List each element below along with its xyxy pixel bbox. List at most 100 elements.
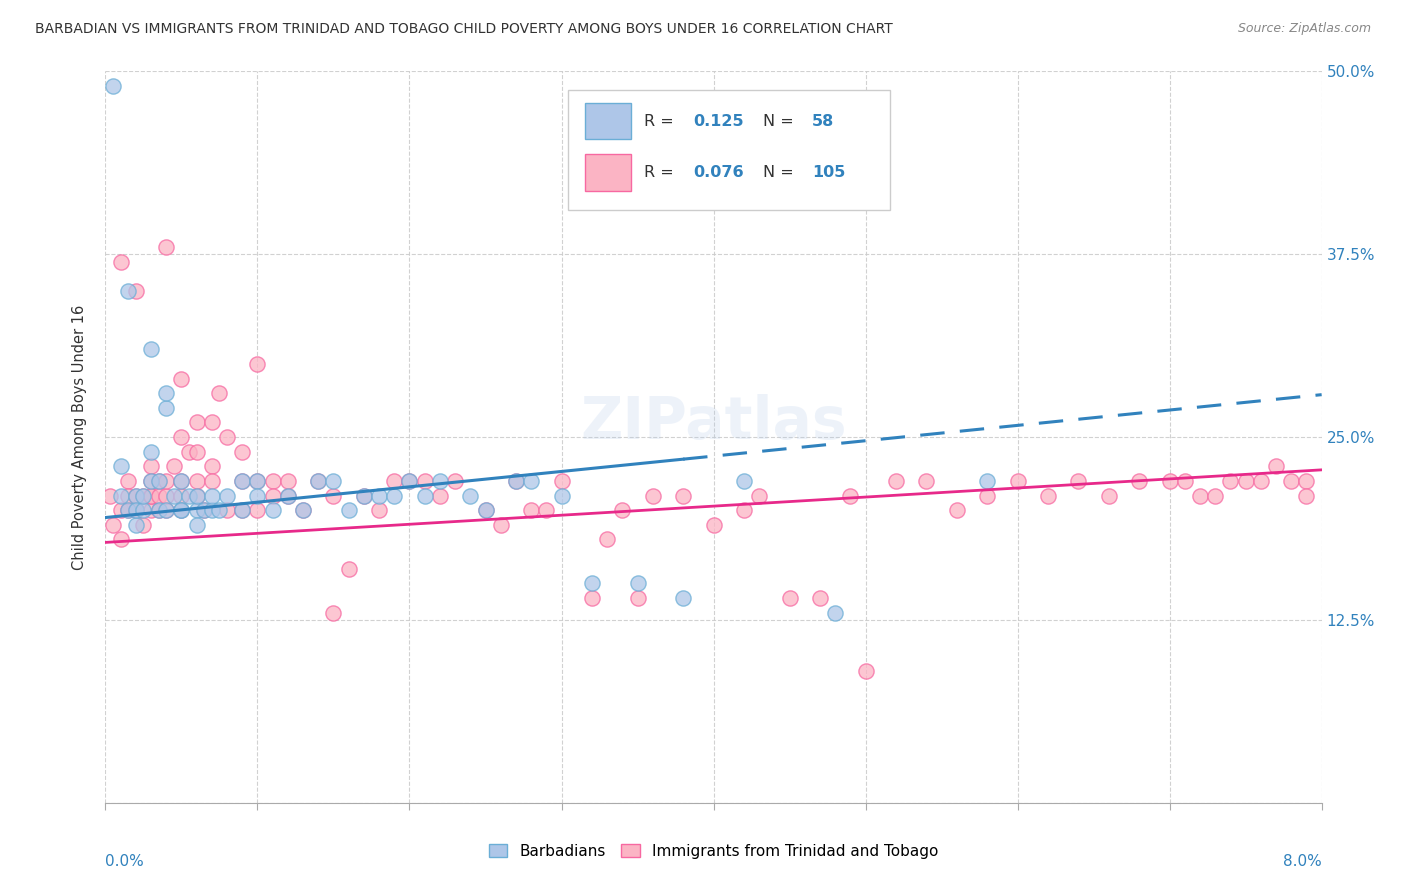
Point <box>231 474 253 488</box>
Point <box>231 474 253 488</box>
Point <box>193 503 215 517</box>
Point <box>277 489 299 503</box>
Point <box>117 489 139 503</box>
Point <box>489 517 512 532</box>
Point <box>139 474 162 488</box>
Point <box>292 503 315 517</box>
Point <box>808 591 831 605</box>
Point <box>550 474 572 488</box>
Point <box>246 357 269 371</box>
Point <box>1295 489 1317 503</box>
Point <box>139 459 162 474</box>
Point <box>186 444 208 458</box>
Point <box>163 459 186 474</box>
Point <box>262 474 284 488</box>
Point <box>277 474 299 488</box>
Point <box>1098 489 1121 503</box>
Point <box>170 474 193 488</box>
Point <box>398 474 420 488</box>
Text: 0.0%: 0.0% <box>105 854 145 869</box>
Point <box>125 517 148 532</box>
Point <box>413 474 436 488</box>
Point <box>98 489 121 503</box>
Point <box>413 489 436 503</box>
Point <box>612 503 634 517</box>
Point <box>246 489 269 503</box>
Point <box>186 416 208 430</box>
Point <box>170 489 193 503</box>
Point <box>201 459 224 474</box>
Point <box>246 474 269 488</box>
FancyBboxPatch shape <box>585 103 631 139</box>
Point <box>186 517 208 532</box>
Point <box>1128 474 1150 488</box>
Point <box>177 444 200 458</box>
Point <box>155 386 177 401</box>
Point <box>148 474 170 488</box>
Point <box>581 591 603 605</box>
Point <box>231 503 253 517</box>
Point <box>117 474 139 488</box>
Point <box>824 606 846 620</box>
Point <box>125 284 148 298</box>
Text: 105: 105 <box>813 165 845 180</box>
Point <box>186 503 208 517</box>
Point <box>170 474 193 488</box>
Point <box>322 474 344 488</box>
Point <box>217 503 239 517</box>
Point <box>353 489 375 503</box>
Point <box>1007 474 1029 488</box>
Point <box>474 503 496 517</box>
Point <box>458 489 481 503</box>
Point <box>170 430 193 444</box>
Point <box>139 444 162 458</box>
Point <box>915 474 938 488</box>
Text: 58: 58 <box>813 113 834 128</box>
Point <box>322 606 344 620</box>
Point <box>292 503 315 517</box>
Point <box>262 489 284 503</box>
Point <box>1036 489 1059 503</box>
Point <box>581 576 603 591</box>
Point <box>117 503 139 517</box>
Point <box>132 517 155 532</box>
Point <box>148 503 170 517</box>
Legend: Barbadians, Immigrants from Trinidad and Tobago: Barbadians, Immigrants from Trinidad and… <box>482 838 945 864</box>
Point <box>976 489 998 503</box>
Point <box>626 591 648 605</box>
Point <box>262 503 284 517</box>
Point <box>1250 474 1272 488</box>
Point <box>208 503 231 517</box>
Point <box>307 474 329 488</box>
Point <box>132 489 155 503</box>
Point <box>155 503 177 517</box>
Point <box>125 503 148 517</box>
Point <box>337 562 360 576</box>
Point <box>368 503 391 517</box>
Point <box>110 503 132 517</box>
Point <box>125 503 148 517</box>
Point <box>139 474 162 488</box>
Point <box>536 503 558 517</box>
Point <box>208 386 231 401</box>
Point <box>1159 474 1181 488</box>
Point <box>672 591 695 605</box>
Point <box>170 503 193 517</box>
Point <box>201 474 224 488</box>
Point <box>307 474 329 488</box>
Point <box>110 489 132 503</box>
Point <box>1279 474 1302 488</box>
Text: R =: R = <box>644 165 679 180</box>
Point <box>1219 474 1241 488</box>
Point <box>1067 474 1090 488</box>
Point <box>201 503 224 517</box>
FancyBboxPatch shape <box>568 90 890 211</box>
Point <box>382 474 405 488</box>
Point <box>246 503 269 517</box>
Point <box>505 474 527 488</box>
Point <box>201 416 224 430</box>
Point <box>1188 489 1211 503</box>
Point <box>155 489 177 503</box>
FancyBboxPatch shape <box>585 154 631 191</box>
Point <box>139 503 162 517</box>
